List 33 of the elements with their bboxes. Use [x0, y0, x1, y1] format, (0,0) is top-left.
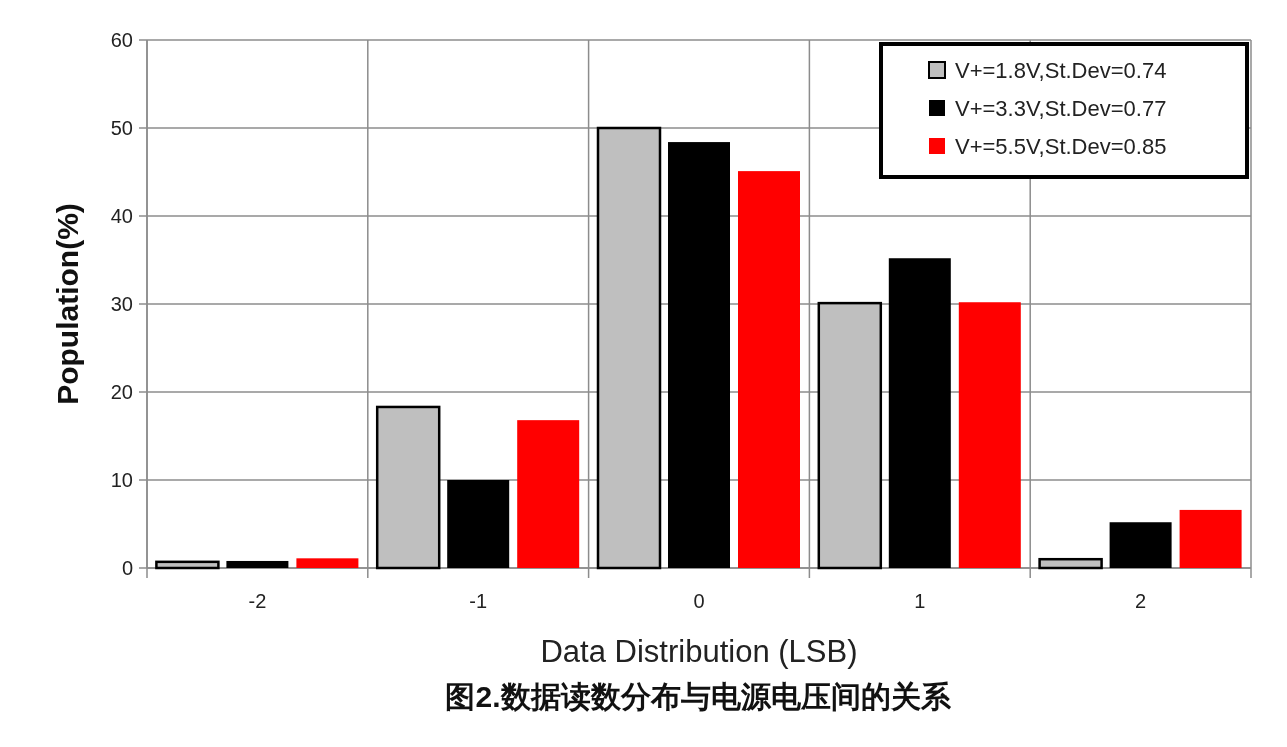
- bar: [1038, 557, 1103, 570]
- y-axis-title: Population(%): [51, 203, 84, 405]
- bar: [738, 171, 800, 568]
- y-tick-label: 50: [110, 117, 133, 139]
- bar: [517, 420, 580, 568]
- bar: [958, 302, 1021, 568]
- y-tick-label: 40: [110, 205, 133, 227]
- bar: [596, 126, 662, 570]
- x-tick-label: -2: [248, 590, 267, 612]
- text: 图2.数据读数分布与电源电压间的关系: [445, 680, 952, 713]
- bar: [888, 258, 951, 568]
- bar: [817, 301, 883, 570]
- bar: [668, 142, 730, 568]
- y-tick-label: 60: [110, 29, 133, 51]
- bar: [375, 405, 441, 570]
- bar: [155, 560, 220, 570]
- legend-label: V+=3.3V,St.Dev=0.77: [955, 96, 1167, 121]
- x-axis-title: Data Distribution (LSB): [540, 634, 858, 669]
- bar: [1109, 522, 1172, 568]
- bar: [296, 558, 359, 568]
- y-tick-label: 20: [110, 381, 133, 403]
- bar: [447, 480, 510, 568]
- y-tick-label: 10: [110, 469, 133, 491]
- x-tick-label: 0: [693, 590, 705, 612]
- x-tick-label: -1: [469, 590, 488, 612]
- x-tick-label: 1: [914, 590, 926, 612]
- y-tick-label: 0: [121, 557, 133, 579]
- legend-label: V+=5.5V,St.Dev=0.85: [955, 134, 1167, 159]
- bar: [226, 560, 289, 568]
- x-tick-label: 2: [1135, 590, 1147, 612]
- y-tick-label: 30: [110, 293, 133, 315]
- bar: [1179, 509, 1242, 568]
- legend-label: V+=1.8V,St.Dev=0.74: [955, 58, 1167, 83]
